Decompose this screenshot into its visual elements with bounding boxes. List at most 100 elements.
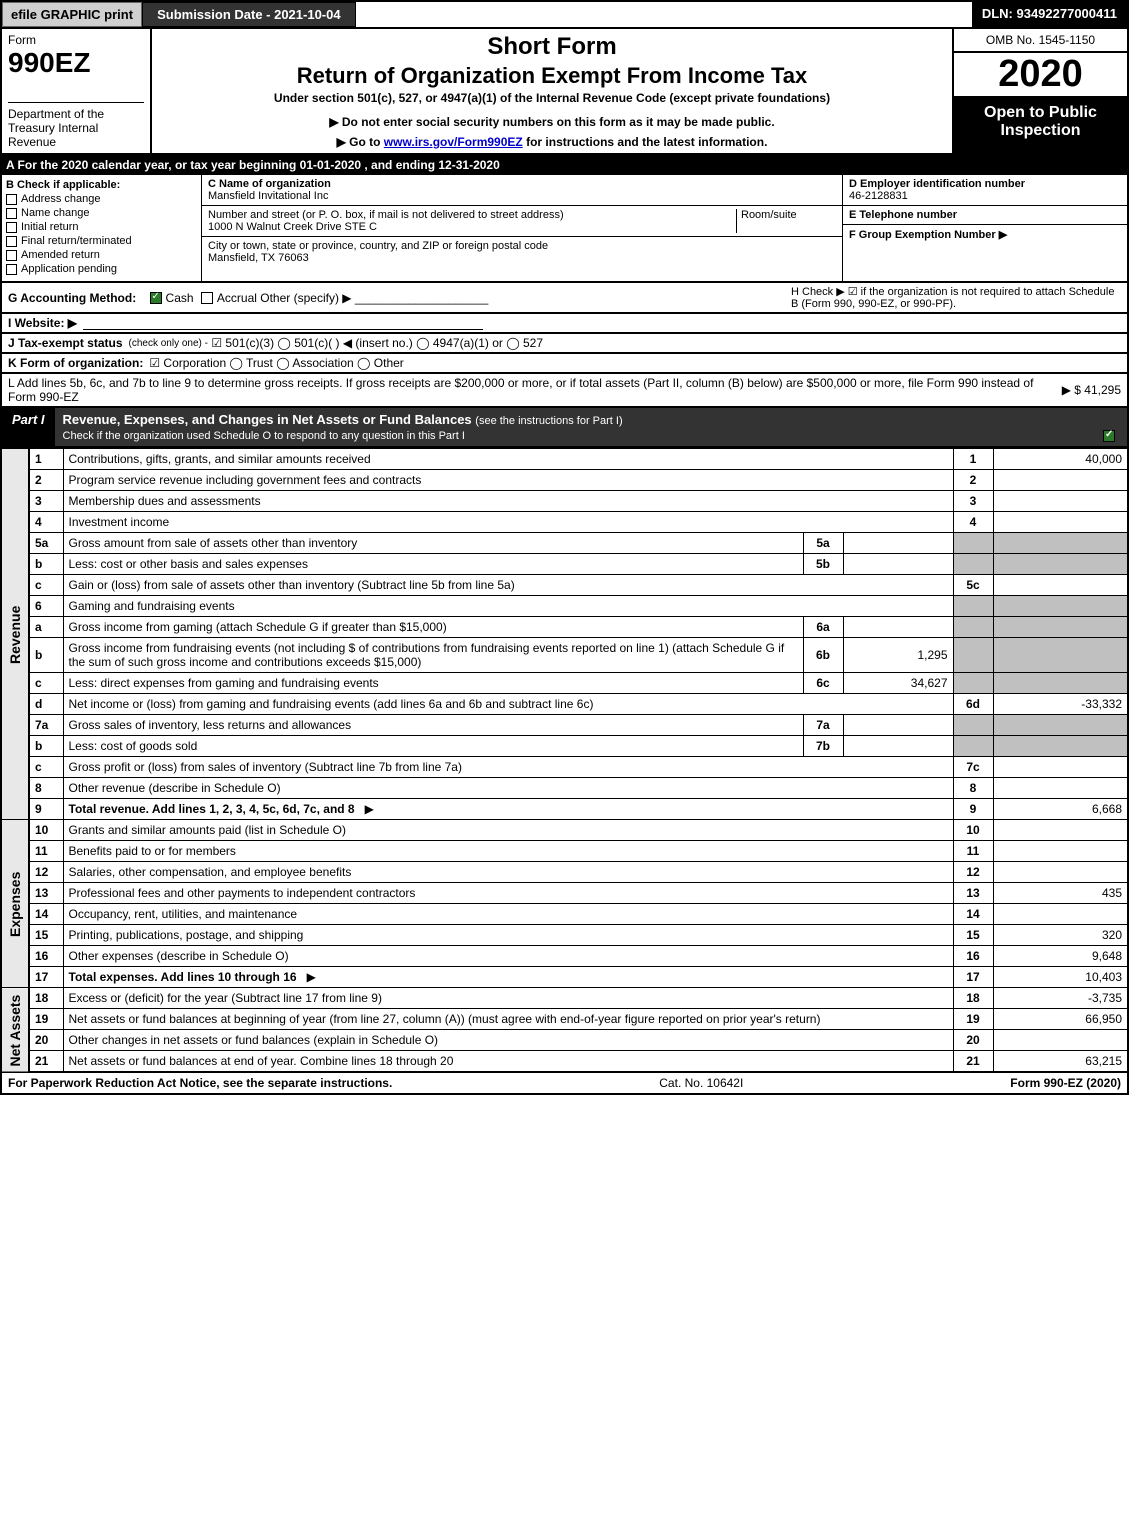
irs-link[interactable]: www.irs.gov/Form990EZ	[384, 135, 523, 149]
footer-form-ref: Form 990-EZ (2020)	[1010, 1076, 1121, 1090]
line-7c-desc: Gross profit or (loss) from sales of inv…	[63, 757, 953, 778]
chk-amended-return[interactable]: Amended return	[6, 249, 197, 261]
line-6c-subamt: 34,627	[843, 673, 953, 694]
line-15-desc: Printing, publications, postage, and shi…	[63, 925, 953, 946]
line-6a-subamt	[843, 617, 953, 638]
submission-date-button[interactable]: Submission Date - 2021-10-04	[142, 2, 356, 27]
line-9-desc: Total revenue. Add lines 1, 2, 3, 4, 5c,…	[63, 799, 953, 820]
line-21-desc: Net assets or fund balances at end of ye…	[63, 1051, 953, 1073]
line-10-num: 10	[29, 820, 63, 841]
dln-label: DLN: 93492277000411	[972, 2, 1127, 27]
line-2-col: 2	[953, 470, 993, 491]
line-11-col: 11	[953, 841, 993, 862]
line-6-num: 6	[29, 596, 63, 617]
line-17-num: 17	[29, 967, 63, 988]
line-17-col: 17	[953, 967, 993, 988]
part-1-title: Revenue, Expenses, and Changes in Net As…	[55, 408, 1127, 446]
line-7a-greyamt	[993, 715, 1128, 736]
line-6d-col: 6d	[953, 694, 993, 715]
expenses-label: Expenses	[1, 820, 29, 988]
line-5c-desc: Gain or (loss) from sale of assets other…	[63, 575, 953, 596]
line-7c-num: c	[29, 757, 63, 778]
website-label: I Website: ▶	[8, 316, 77, 330]
line-6c-greyamt	[993, 673, 1128, 694]
line-7c-col: 7c	[953, 757, 993, 778]
line-5c-amt	[993, 575, 1128, 596]
part-1-tag: Part I	[2, 408, 55, 446]
line-5c-num: c	[29, 575, 63, 596]
line-19-col: 19	[953, 1009, 993, 1030]
ssn-warning: ▶ Do not enter social security numbers o…	[162, 115, 942, 129]
line-6b-num: b	[29, 638, 63, 673]
line-6c-num: c	[29, 673, 63, 694]
line-6c-greycol	[953, 673, 993, 694]
chk-schedule-o[interactable]	[1103, 430, 1115, 442]
line-3-num: 3	[29, 491, 63, 512]
chk-accrual[interactable]	[201, 292, 213, 304]
line-1-num: 1	[29, 449, 63, 470]
section-b-label: B Check if applicable:	[6, 179, 120, 191]
line-17-desc: Total expenses. Add lines 10 through 16 …	[63, 967, 953, 988]
line-1-desc: Contributions, gifts, grants, and simila…	[63, 449, 953, 470]
line-3-col: 3	[953, 491, 993, 512]
line-1-amt: 40,000	[993, 449, 1128, 470]
footer-left: For Paperwork Reduction Act Notice, see …	[8, 1076, 392, 1090]
line-6d-num: d	[29, 694, 63, 715]
line-5b-greycol	[953, 554, 993, 575]
line-7b-greycol	[953, 736, 993, 757]
header-center: Short Form Return of Organization Exempt…	[152, 29, 952, 153]
line-6d-amt: -33,332	[993, 694, 1128, 715]
ein-value: 46-2128831	[849, 190, 908, 202]
line-21-num: 21	[29, 1051, 63, 1073]
form-title: Return of Organization Exempt From Incom…	[162, 63, 942, 89]
line-6c-desc: Less: direct expenses from gaming and fu…	[63, 673, 803, 694]
line-6-desc: Gaming and fundraising events	[63, 596, 953, 617]
line-9-col: 9	[953, 799, 993, 820]
line-5b-num: b	[29, 554, 63, 575]
open-to-public: Open to Public Inspection	[954, 98, 1127, 153]
chk-name-change[interactable]: Name change	[6, 207, 197, 219]
footer: For Paperwork Reduction Act Notice, see …	[0, 1073, 1129, 1095]
line-6-greyamt	[993, 596, 1128, 617]
chk-initial-return[interactable]: Initial return	[6, 221, 197, 233]
line-17-amt: 10,403	[993, 967, 1128, 988]
line-5a-num: 5a	[29, 533, 63, 554]
line-9-amt: 6,668	[993, 799, 1128, 820]
website-field[interactable]	[83, 316, 483, 330]
line-18-amt: -3,735	[993, 988, 1128, 1009]
header-right: OMB No. 1545-1150 2020 Open to Public In…	[952, 29, 1127, 153]
footer-cat-no: Cat. No. 10642I	[392, 1076, 1010, 1090]
line-7a-desc: Gross sales of inventory, less returns a…	[63, 715, 803, 736]
line-7a-greycol	[953, 715, 993, 736]
line-18-col: 18	[953, 988, 993, 1009]
section-b: B Check if applicable: Address change Na…	[2, 175, 202, 281]
line-16-amt: 9,648	[993, 946, 1128, 967]
goto-suffix: for instructions and the latest informat…	[526, 135, 767, 149]
form-of-org-options: ☑ Corporation ◯ Trust ◯ Association ◯ Ot…	[149, 356, 403, 370]
line-19-desc: Net assets or fund balances at beginning…	[63, 1009, 953, 1030]
chk-application-pending[interactable]: Application pending	[6, 263, 197, 275]
check-only-one: (check only one) -	[129, 338, 208, 349]
line-5b-greyamt	[993, 554, 1128, 575]
line-7c-amt	[993, 757, 1128, 778]
tax-exempt-label: J Tax-exempt status	[8, 336, 123, 350]
row-h: H Check ▶ ☑ if the organization is not r…	[791, 285, 1121, 310]
org-city: Mansfield, TX 76063	[208, 252, 309, 264]
chk-address-change[interactable]: Address change	[6, 193, 197, 205]
efile-print-button[interactable]: efile GRAPHIC print	[2, 2, 142, 27]
chk-final-return[interactable]: Final return/terminated	[6, 235, 197, 247]
line-13-num: 13	[29, 883, 63, 904]
accounting-method: G Accounting Method: Cash Accrual Other …	[8, 291, 488, 305]
section-def: D Employer identification number 46-2128…	[842, 175, 1127, 281]
line-15-col: 15	[953, 925, 993, 946]
line-7b-subamt	[843, 736, 953, 757]
line-21-col: 21	[953, 1051, 993, 1073]
chk-cash[interactable]	[150, 292, 162, 304]
line-16-col: 16	[953, 946, 993, 967]
line-6a-subnum: 6a	[803, 617, 843, 638]
goto-link-row: ▶ Go to www.irs.gov/Form990EZ for instru…	[162, 135, 942, 149]
line-5c-col: 5c	[953, 575, 993, 596]
part-1-header: Part I Revenue, Expenses, and Changes in…	[0, 408, 1129, 448]
info-row: B Check if applicable: Address change Na…	[0, 175, 1129, 283]
line-19-num: 19	[29, 1009, 63, 1030]
